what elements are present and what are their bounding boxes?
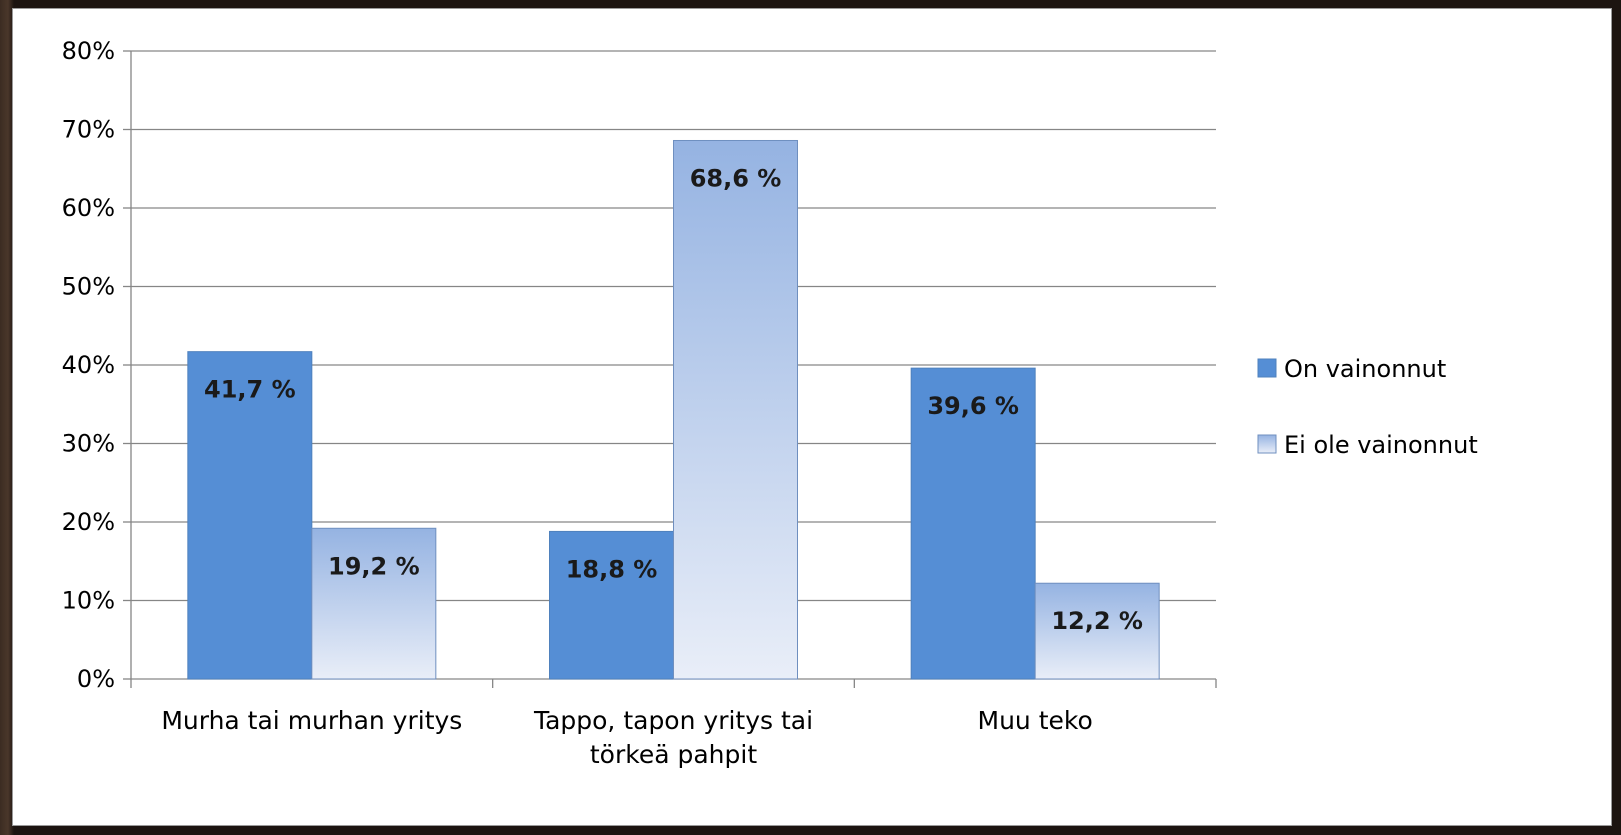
data-label: 18,8 % xyxy=(566,555,658,583)
category-label: Muu teko xyxy=(978,706,1093,735)
bars xyxy=(187,139,1160,680)
data-label: 68,6 % xyxy=(690,164,782,192)
bar-on-vainonnut xyxy=(549,530,674,680)
chart-area: 0% 10% 20% 30% 40% 50% 60% 70% 80% Murha tai murh… xyxy=(12,8,1612,826)
legend-label: On vainonnut xyxy=(1284,355,1446,383)
data-label: 41,7 % xyxy=(204,376,296,404)
data-labels: 41,7 % 19,2 % 18,8 % 68,6 % 39,6 % 12,2 % xyxy=(204,164,1143,635)
data-label: 19,2 % xyxy=(328,552,420,580)
y-tick-label: 60% xyxy=(62,194,115,222)
bar-ei-ole-vainonnut xyxy=(673,139,798,680)
y-tick-label: 70% xyxy=(62,116,115,144)
y-tick-label: 0% xyxy=(77,665,115,693)
y-tick-label: 30% xyxy=(62,430,115,458)
bar-ei-ole-vainonnut xyxy=(1034,582,1160,680)
y-tick-label: 80% xyxy=(62,37,115,65)
y-tick-label: 20% xyxy=(62,508,115,536)
bar-on-vainonnut xyxy=(187,351,313,680)
axes: 0% 10% 20% 30% 40% 50% 60% 70% 80% Murha tai murh… xyxy=(62,37,1217,769)
legend-swatch-ei-ole-vainonnut xyxy=(1257,434,1277,454)
category-label: Murha tai murhan yritys xyxy=(161,706,462,735)
legend: On vainonnut Ei ole vainonnut xyxy=(1257,355,1478,459)
legend-swatch-on-vainonnut xyxy=(1257,358,1277,378)
data-label: 12,2 % xyxy=(1051,607,1143,635)
category-label: Tappo, tapon yritys tai törkeä pahpit xyxy=(533,706,813,769)
bar-on-vainonnut xyxy=(910,367,1036,680)
y-tick-label: 40% xyxy=(62,351,115,379)
y-tick-label: 50% xyxy=(62,273,115,301)
bar-chart: 0% 10% 20% 30% 40% 50% 60% 70% 80% Murha tai murh… xyxy=(62,37,1478,769)
bar-ei-ole-vainonnut xyxy=(311,527,437,680)
data-label: 39,6 % xyxy=(927,392,1019,420)
y-tick-label: 10% xyxy=(62,587,115,615)
legend-label: Ei ole vainonnut xyxy=(1284,431,1478,459)
